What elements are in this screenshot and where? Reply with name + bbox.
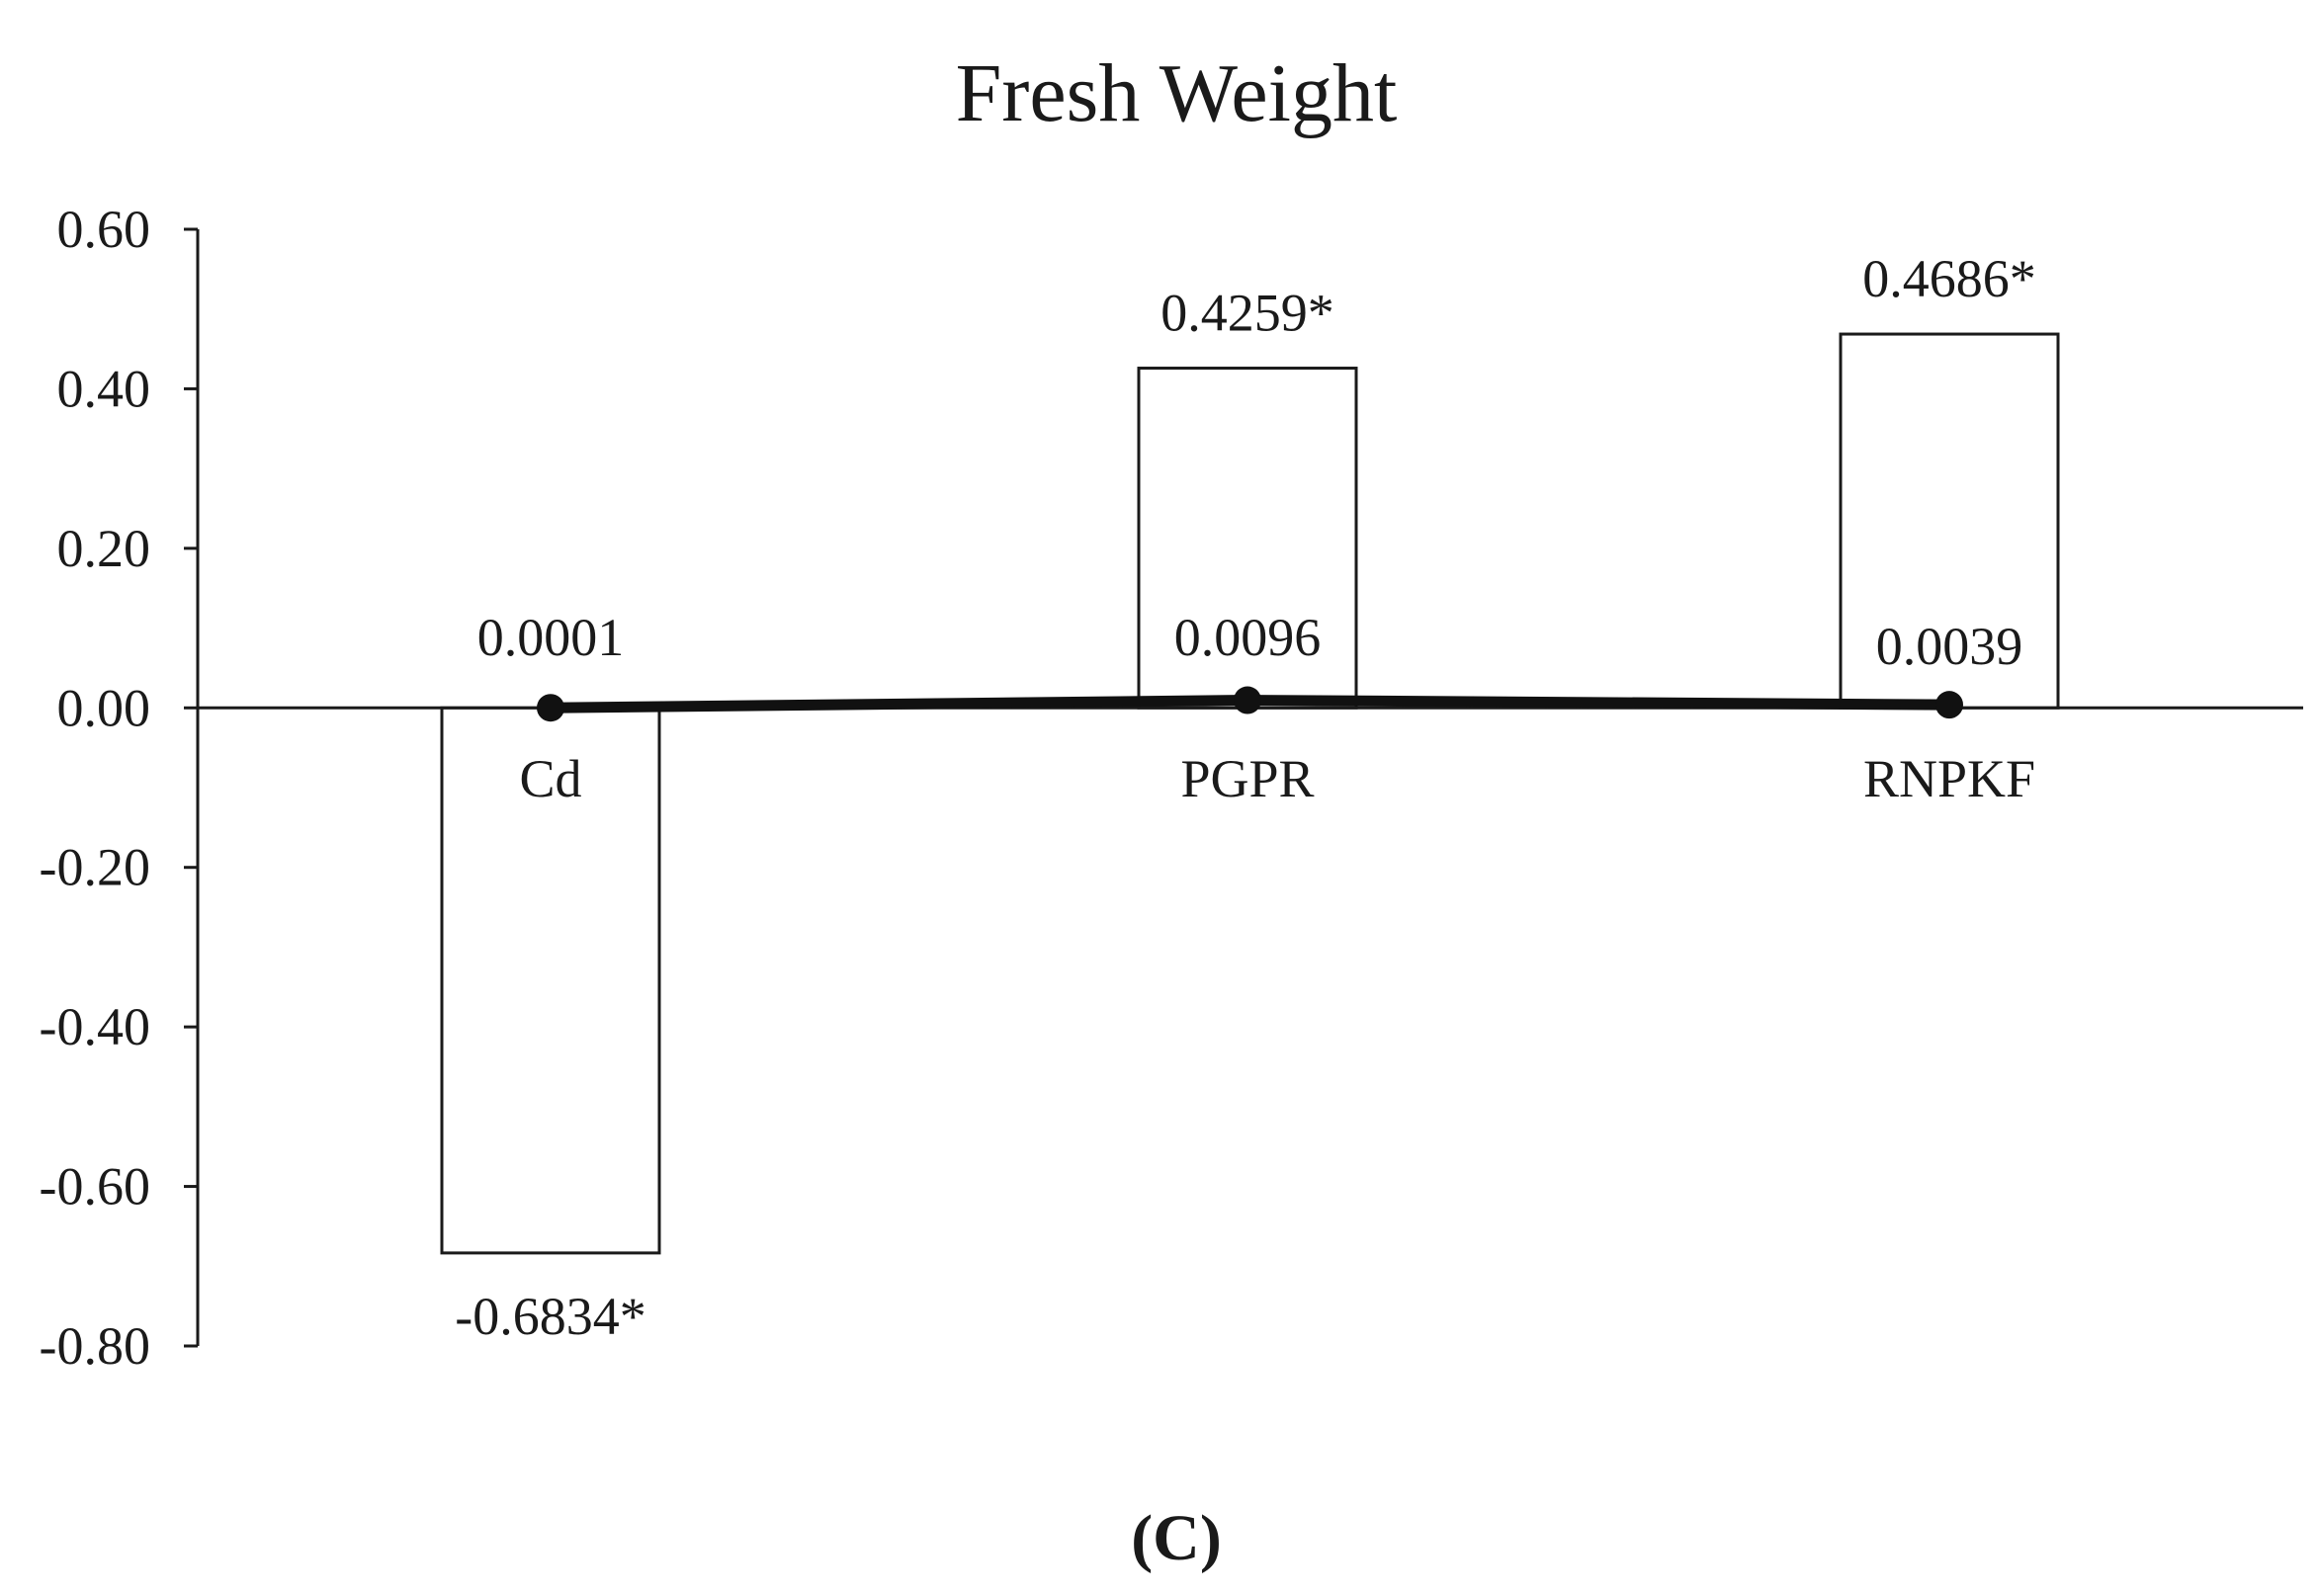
y-tick-label: 0.00 [57, 678, 151, 737]
line-marker-rnpkf [1935, 691, 1963, 719]
y-tick-label: 0.20 [57, 519, 151, 578]
panel-label: (C) [1131, 1502, 1222, 1574]
category-label: RNPKF [1863, 749, 2035, 808]
y-tick-label: 0.60 [57, 200, 151, 259]
line-marker-cd [537, 694, 564, 722]
line-value-label: 0.0039 [1876, 617, 2023, 676]
line-marker-pgpr [1234, 686, 1261, 714]
y-tick-label: -0.80 [40, 1316, 150, 1376]
line-series [537, 686, 1963, 722]
bar-value-label: 0.4686* [1862, 249, 2036, 308]
y-axis: 0.60 0.40 0.20 0.00 -0.20 -0.40 -0.60 -0.80 [40, 200, 200, 1376]
bar-cd [440, 706, 661, 1255]
chart-title: Fresh Weight [956, 47, 1398, 139]
line-value-label: 0.0001 [477, 608, 625, 667]
bar-value-label: 0.4259* [1160, 284, 1334, 343]
category-label: Cd [519, 749, 581, 808]
line-value-label: 0.0096 [1174, 608, 1322, 667]
y-tick-label: -0.40 [40, 997, 150, 1056]
category-label: PGPR [1180, 749, 1314, 808]
y-tick-label: 0.40 [57, 359, 151, 418]
y-tick-label: -0.20 [40, 838, 150, 897]
bar-value-label: -0.6834* [455, 1287, 645, 1346]
bars [440, 332, 2060, 1255]
data-labels: -0.6834* 0.4259* 0.4686* 0.0001 0.0096 0.0039 [455, 249, 2035, 1346]
y-tick-label: -0.60 [40, 1157, 150, 1217]
category-labels: Cd PGPR RNPKF [519, 749, 2035, 808]
